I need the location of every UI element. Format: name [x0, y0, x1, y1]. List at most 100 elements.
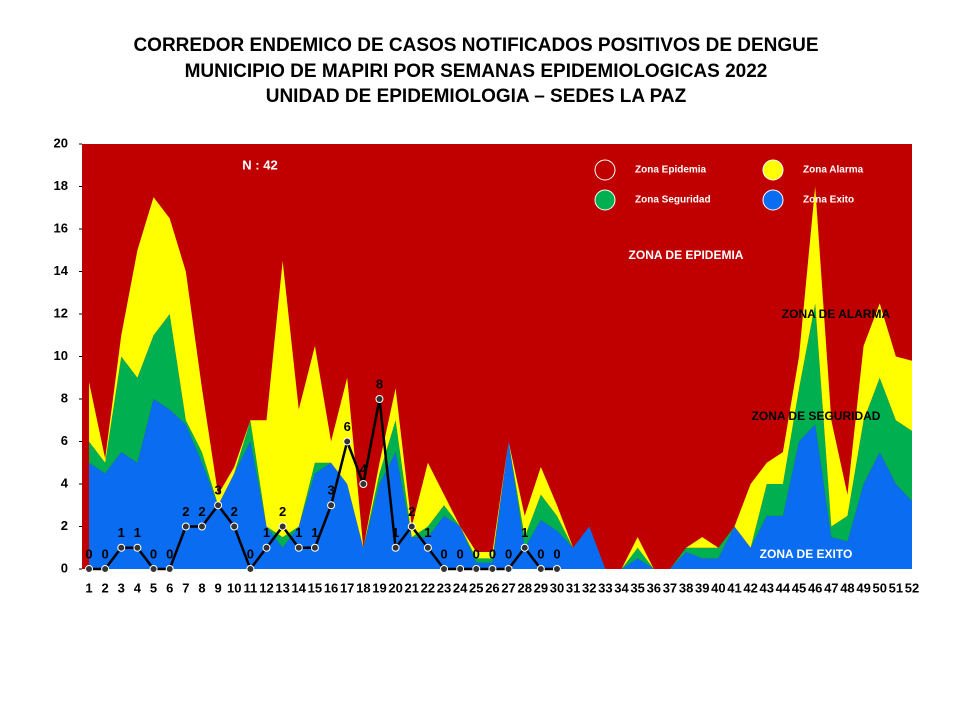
case-point: [327, 501, 336, 510]
x-tick-label: 13: [275, 580, 289, 595]
x-tick-label: 34: [614, 580, 629, 595]
x-tick-label: 41: [727, 580, 741, 595]
case-point: [197, 522, 206, 531]
case-point: [262, 543, 271, 552]
x-tick-label: 27: [501, 580, 515, 595]
value-label: 2: [182, 504, 189, 519]
value-label: 0: [537, 546, 544, 561]
x-tick-label: 47: [824, 580, 838, 595]
x-tick-label: 51: [889, 580, 903, 595]
case-point: [246, 565, 255, 573]
x-tick-label: 29: [534, 580, 548, 595]
case-point: [423, 543, 432, 552]
value-label: 3: [327, 483, 334, 498]
y-tick-label: 0: [61, 560, 68, 575]
x-tick-label: 18: [356, 580, 370, 595]
value-label: 0: [102, 546, 109, 561]
x-tick-label: 2: [102, 580, 109, 595]
x-tick-label: 37: [663, 580, 677, 595]
x-tick-label: 35: [630, 580, 644, 595]
legend-marker: [594, 189, 616, 211]
x-tick-label: 24: [453, 580, 468, 595]
annotation: ZONA DE EXITO: [760, 547, 853, 561]
value-label: 1: [295, 525, 302, 540]
value-label: 1: [118, 525, 125, 540]
case-point: [117, 543, 126, 552]
x-tick-label: 46: [808, 580, 822, 595]
x-tick-label: 33: [598, 580, 612, 595]
case-point: [165, 565, 174, 573]
value-label: 0: [85, 546, 92, 561]
x-tick-label: 1: [85, 580, 92, 595]
x-tick-label: 49: [856, 580, 870, 595]
case-point: [456, 565, 465, 573]
x-tick-label: 30: [550, 580, 564, 595]
x-tick-label: 16: [324, 580, 338, 595]
case-point: [101, 565, 110, 573]
case-point: [552, 565, 561, 573]
x-tick-label: 7: [182, 580, 189, 595]
x-tick-label: 28: [517, 580, 531, 595]
case-point: [294, 543, 303, 552]
case-point: [407, 522, 416, 531]
annotation: ZONA DE EPIDEMIA: [629, 248, 744, 262]
value-label: 1: [521, 525, 528, 540]
legend-label: Zona Epidemia: [635, 165, 707, 176]
legend-marker: [594, 159, 616, 181]
x-tick-label: 50: [872, 580, 886, 595]
value-label: 1: [263, 525, 270, 540]
y-tick-label: 12: [54, 305, 68, 320]
value-label: 8: [376, 376, 383, 391]
value-label: 0: [553, 546, 560, 561]
case-point: [133, 543, 142, 552]
value-label: 0: [489, 546, 496, 561]
x-tick-label: 6: [166, 580, 173, 595]
x-tick-label: 11: [243, 580, 257, 595]
value-label: 0: [457, 546, 464, 561]
zone-area: [89, 186, 912, 569]
case-point: [310, 543, 319, 552]
x-tick-label: 52: [905, 580, 919, 595]
value-label: 0: [505, 546, 512, 561]
chart-title: UNIDAD DE EPIDEMIOLOGIA – SEDES LA PAZ: [266, 86, 687, 107]
case-point: [230, 522, 239, 531]
x-tick-label: 19: [372, 580, 386, 595]
x-tick-label: 32: [582, 580, 596, 595]
x-tick-label: 9: [214, 580, 221, 595]
x-tick-label: 22: [421, 580, 435, 595]
x-tick-label: 44: [776, 580, 791, 595]
value-label: 0: [247, 546, 254, 561]
case-point: [278, 522, 287, 531]
x-tick-label: 39: [695, 580, 709, 595]
x-tick-label: 14: [292, 580, 307, 595]
x-tick-label: 26: [485, 580, 499, 595]
annotation: N : 42: [242, 157, 277, 172]
x-tick-label: 38: [679, 580, 693, 595]
y-tick-label: 14: [54, 263, 69, 278]
case-point: [375, 395, 384, 403]
case-point: [85, 565, 93, 573]
x-tick-label: 23: [437, 580, 451, 595]
y-tick-label: 6: [61, 433, 68, 448]
value-label: 2: [408, 504, 415, 519]
x-tick-label: 25: [469, 580, 483, 595]
case-point: [536, 565, 545, 573]
case-point: [359, 480, 368, 488]
case-point: [214, 501, 223, 510]
value-label: 3: [214, 483, 221, 498]
zone-area: [89, 303, 912, 569]
value-label: 6: [344, 419, 351, 434]
y-tick-label: 18: [54, 178, 68, 193]
value-label: 2: [279, 504, 286, 519]
value-label: 2: [198, 504, 205, 519]
x-tick-label: 10: [227, 580, 241, 595]
x-tick-label: 8: [198, 580, 205, 595]
x-tick-label: 5: [150, 580, 157, 595]
x-tick-label: 36: [647, 580, 661, 595]
value-label: 0: [150, 546, 157, 561]
x-tick-label: 31: [566, 580, 580, 595]
legend-label: Zona Alarma: [803, 165, 864, 176]
value-label: 1: [311, 525, 318, 540]
chart-title: CORREDOR ENDEMICO DE CASOS NOTIFICADOS P…: [133, 35, 818, 56]
